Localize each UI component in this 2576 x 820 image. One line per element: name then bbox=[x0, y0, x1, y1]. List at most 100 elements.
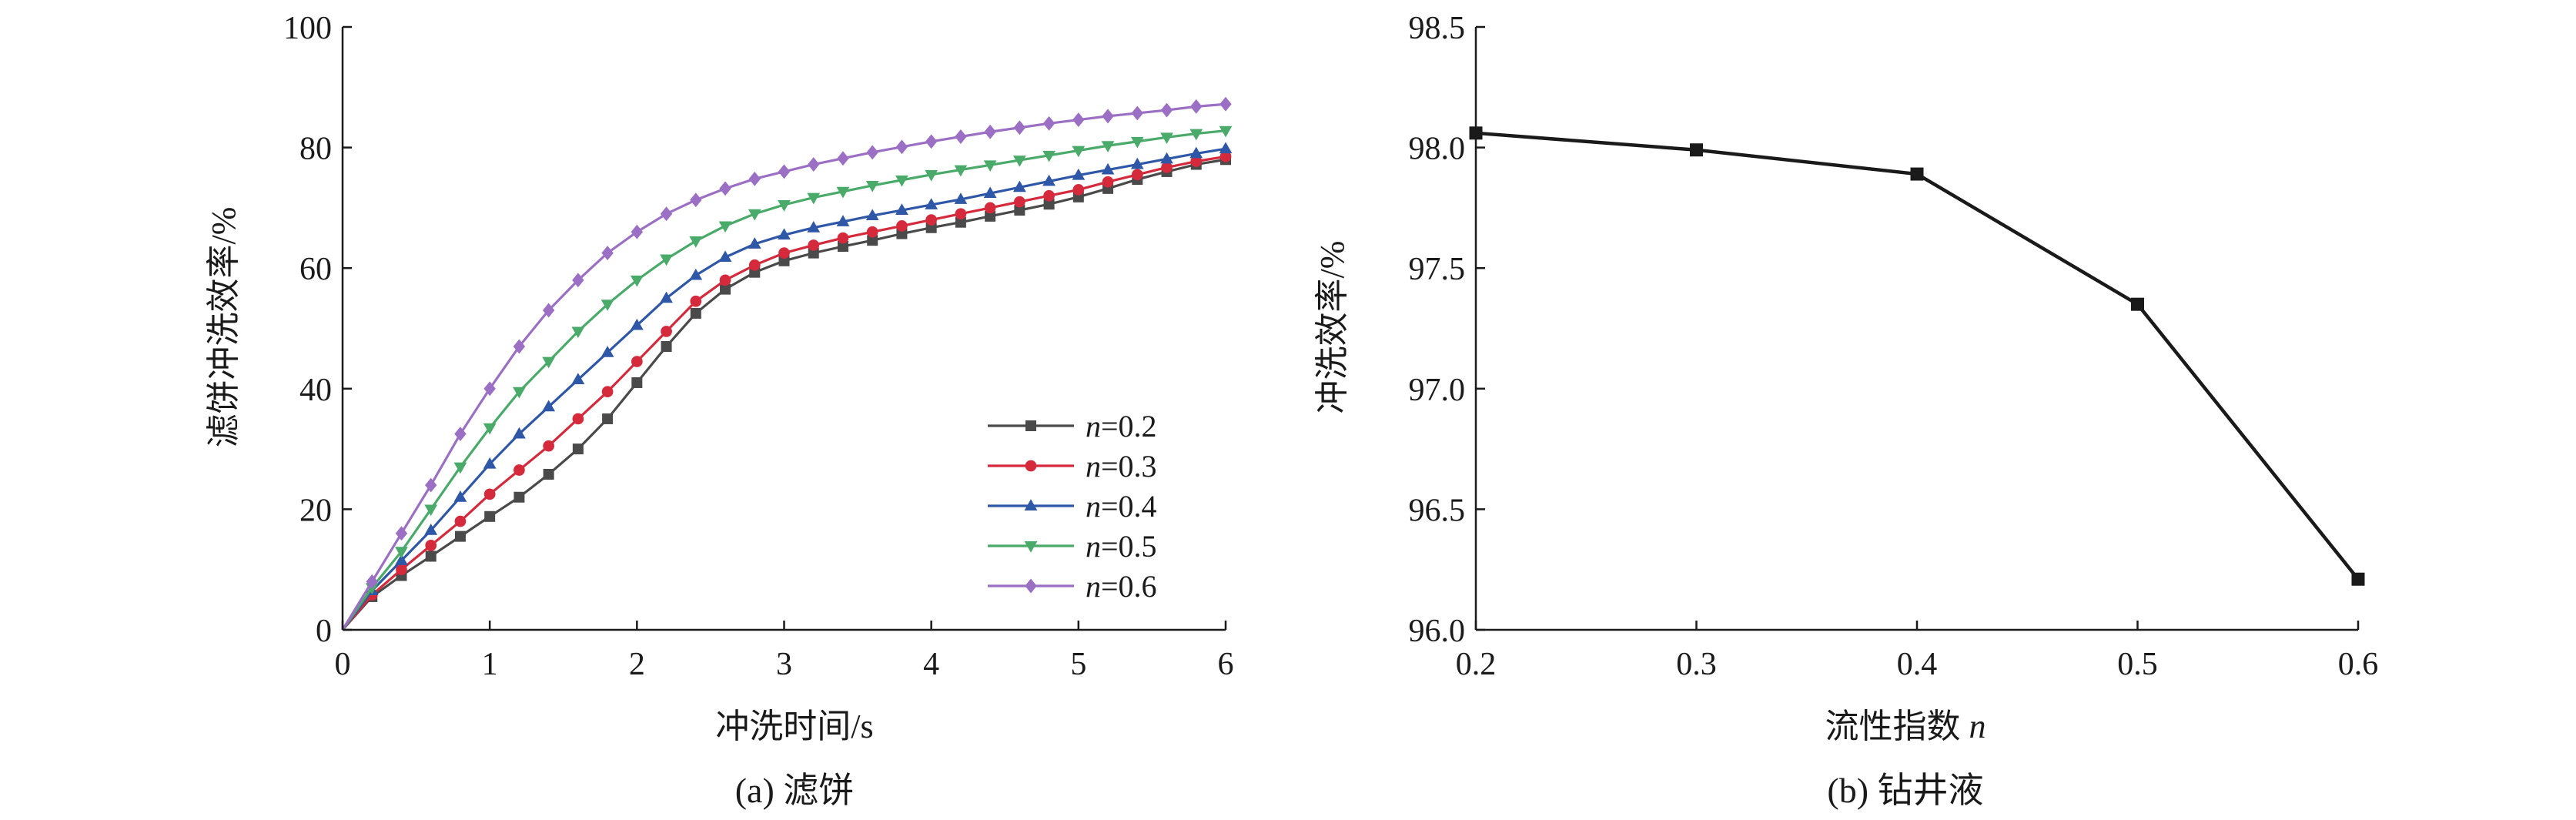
data-point bbox=[1190, 156, 1203, 167]
data-point bbox=[631, 224, 644, 239]
data-point bbox=[925, 169, 938, 182]
legend-label-var: n bbox=[1086, 409, 1101, 443]
data-point bbox=[895, 139, 908, 155]
data-point bbox=[542, 303, 555, 318]
data-point bbox=[748, 209, 761, 221]
data-point bbox=[1219, 150, 1232, 162]
data-point bbox=[954, 165, 968, 177]
data-point bbox=[424, 524, 438, 535]
data-point bbox=[1189, 146, 1203, 159]
legend-label-var: n bbox=[1086, 569, 1101, 604]
data-point bbox=[1160, 152, 1173, 164]
panel-b-y-tick-label: 98.5 bbox=[1409, 11, 1466, 46]
data-point bbox=[1910, 167, 1924, 181]
legend-marker bbox=[1024, 499, 1038, 510]
data-point bbox=[1012, 180, 1026, 192]
legend-label-value: =0.4 bbox=[1101, 489, 1157, 524]
data-point bbox=[542, 400, 556, 412]
data-point bbox=[1014, 196, 1025, 208]
data-point bbox=[661, 340, 672, 352]
data-point bbox=[424, 504, 438, 517]
panel-b-x-tick-label: 0.5 bbox=[2117, 647, 2158, 682]
data-point bbox=[955, 129, 967, 144]
data-point bbox=[1042, 115, 1055, 131]
legend-label-value: =0.3 bbox=[1101, 449, 1157, 484]
data-point bbox=[395, 547, 408, 558]
panel-a-y-tick-label: 60 bbox=[299, 252, 332, 287]
data-point bbox=[896, 228, 908, 239]
data-point bbox=[2131, 297, 2144, 311]
data-point bbox=[925, 222, 937, 233]
data-point bbox=[601, 300, 614, 311]
data-point bbox=[483, 423, 497, 435]
data-point bbox=[895, 175, 908, 187]
panel-b: 0.2 0.3 0.4 0.5 0.696.096.597.097.598.098.5 … bbox=[1313, 11, 2378, 810]
data-point bbox=[1130, 136, 1144, 149]
data-point bbox=[1072, 184, 1085, 196]
data-point bbox=[1131, 105, 1143, 121]
data-point bbox=[865, 209, 879, 221]
data-point bbox=[1102, 109, 1114, 124]
panel-b-x-tick-label: 0.2 bbox=[1456, 647, 1497, 682]
data-point bbox=[1219, 126, 1233, 138]
data-point bbox=[425, 540, 437, 551]
data-point bbox=[630, 275, 644, 287]
data-point bbox=[631, 377, 643, 388]
data-point bbox=[1101, 141, 1115, 153]
data-point bbox=[1042, 150, 1055, 162]
data-point bbox=[866, 226, 878, 238]
data-point bbox=[1219, 142, 1233, 154]
data-point bbox=[2351, 572, 2365, 586]
data-point bbox=[925, 134, 938, 149]
legend-label-var: n bbox=[1086, 449, 1101, 484]
data-point bbox=[543, 468, 554, 480]
panel-a-marks bbox=[341, 96, 1233, 631]
data-point bbox=[542, 356, 556, 369]
data-point bbox=[808, 239, 820, 251]
data-point bbox=[396, 564, 407, 576]
data-point bbox=[689, 236, 703, 248]
data-point bbox=[1072, 146, 1086, 158]
data-point bbox=[866, 145, 878, 160]
panel-b-marks bbox=[1469, 126, 2365, 586]
data-point bbox=[571, 326, 585, 339]
data-point bbox=[778, 200, 791, 212]
panel-b-y-tick-label: 96.5 bbox=[1409, 493, 1466, 528]
panel-b-x-tick-label: 0.4 bbox=[1897, 647, 1938, 682]
panel-a-y-tick-label: 80 bbox=[299, 132, 332, 167]
data-point bbox=[1130, 157, 1144, 169]
data-point bbox=[1219, 96, 1232, 112]
data-point bbox=[1189, 129, 1203, 141]
data-point bbox=[1042, 174, 1055, 186]
panel-a-x-tick-label: 0 bbox=[335, 647, 351, 682]
legend-label-value: =0.5 bbox=[1101, 529, 1157, 564]
panel-b-y-tick-label: 97.5 bbox=[1409, 252, 1466, 287]
data-point bbox=[602, 413, 614, 424]
legend-marker bbox=[1025, 460, 1037, 472]
data-point bbox=[1161, 162, 1173, 173]
data-point bbox=[748, 237, 761, 249]
panel-a-y-tick-label: 20 bbox=[299, 493, 332, 528]
data-point bbox=[719, 181, 731, 196]
panel-a-ylabel: 滤饼冲洗效率/% bbox=[205, 207, 243, 448]
data-point bbox=[807, 220, 821, 233]
data-point bbox=[543, 440, 554, 452]
data-point bbox=[1160, 102, 1173, 118]
data-point bbox=[453, 490, 467, 502]
data-point bbox=[1043, 199, 1055, 210]
data-point bbox=[954, 192, 968, 204]
panel-b-y-tick-label: 96.0 bbox=[1409, 614, 1466, 649]
data-point bbox=[778, 247, 790, 259]
panel-a-y-tick-label: 100 bbox=[283, 11, 332, 46]
legend-label: n=0.2 bbox=[1086, 409, 1157, 443]
legend-marker bbox=[1025, 578, 1037, 594]
panel-b-xlabel-var: n bbox=[1969, 708, 1986, 745]
panel-b-x-tick-label: 0.3 bbox=[1676, 647, 1717, 682]
legend-label: n=0.3 bbox=[1086, 449, 1157, 484]
data-point bbox=[718, 221, 732, 233]
data-point bbox=[483, 488, 496, 500]
data-point bbox=[895, 203, 908, 215]
panel-a-y-tick-label: 0 bbox=[316, 614, 332, 649]
